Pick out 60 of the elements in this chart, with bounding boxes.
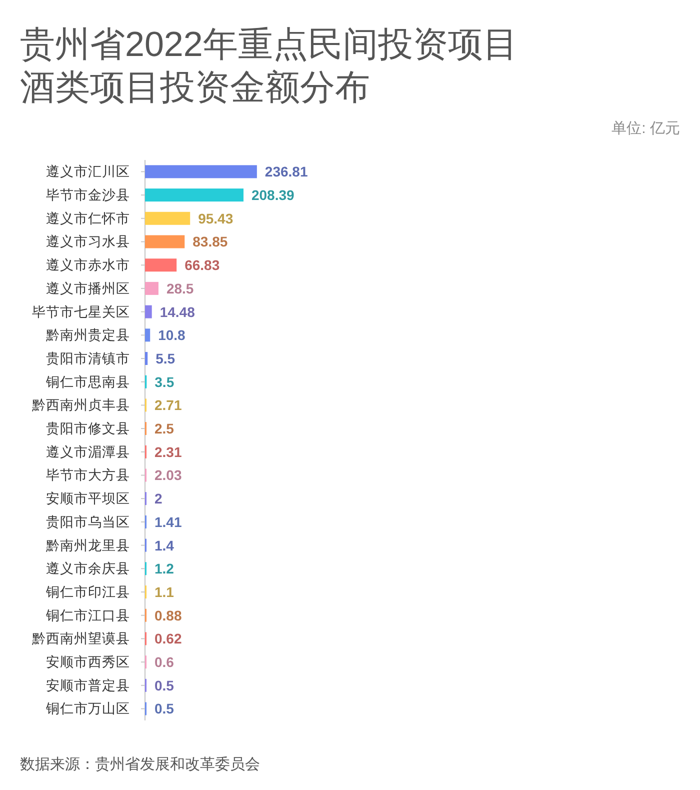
y-tick-label: 遵义市仁怀市 [46,210,130,226]
y-tick-label: 铜仁市思南县 [45,374,130,390]
data-label: 66.83 [184,257,220,274]
bar [145,282,158,295]
y-tick-label: 遵义市湄潭县 [46,444,130,460]
y-tick-label: 安顺市普定县 [46,676,130,693]
y-tick-label: 贵阳市清镇市 [46,350,130,366]
data-label: 5.5 [156,350,176,366]
y-tick-label: 遵义市赤水市 [46,258,130,273]
bar [145,258,177,272]
data-label: 3.5 [154,374,174,390]
bar [145,235,185,248]
text: 单位: 亿元 [612,120,680,137]
data-label: 10.8 [158,327,186,344]
data-label: 95.43 [198,210,234,226]
y-tick-label: 遵义市汇川区 [46,164,130,180]
bar [145,305,152,318]
bar [145,212,190,225]
chart-title: 贵州省2022年重点民间投资项目酒类项目投资金额分布 [20,25,518,107]
source-note: 数据来源：贵州省发展和改革委员会 [20,756,260,773]
data-label: 2.31 [154,444,182,460]
y-tick-label: 铜仁市江口县 [45,608,130,623]
y-tick-label: 铜仁市印江县 [45,584,130,600]
data-label: 2.5 [154,420,174,437]
data-label: 1.1 [154,584,174,600]
data-label: 28.5 [166,280,194,296]
y-tick-label: 黔西南州望谟县 [31,631,130,646]
y-tick-label: 贵阳市修文县 [46,421,130,436]
data-label: 0.6 [154,654,174,670]
y-tick-label: 毕节市大方县 [46,468,130,483]
y-tick-label: 黔南州贵定县 [45,328,130,343]
data-label: 208.39 [251,187,295,204]
data-label: 1.4 [154,537,174,554]
data-label: 14.48 [160,304,196,320]
y-tick-label: 遵义市习水县 [46,234,130,250]
data-label: 2.03 [154,467,182,484]
y-tick-label: 毕节市七星关区 [32,304,130,320]
data-label: 0.5 [154,677,174,694]
y-tick-label: 毕节市金沙县 [46,188,130,203]
data-label: 0.62 [154,630,182,647]
data-label: 2.71 [154,397,182,414]
data-label: 0.5 [154,700,174,717]
y-tick-label: 安顺市平坝区 [46,491,130,506]
data-label: 236.81 [264,164,308,180]
y-tick-label: 铜仁市万山区 [45,701,130,716]
y-tick-label: 黔西南州贞丰县 [31,398,130,413]
y-tick-label: 贵阳市乌当区 [46,514,130,530]
data-label: 2 [154,490,162,507]
data-label: 1.2 [154,560,174,577]
y-tick-label: 遵义市余庆县 [46,561,130,576]
data-label: 0.88 [154,607,182,624]
data-label: 83.85 [192,234,228,250]
bar [145,352,148,365]
y-tick-label: 黔南州龙里县 [45,538,130,553]
y-tick-label: 遵义市播州区 [46,280,130,296]
bar [145,328,150,342]
data-label: 1.41 [154,514,182,530]
bar [145,188,244,202]
y-tick-label: 安顺市西秀区 [46,654,130,670]
bar [145,165,257,178]
